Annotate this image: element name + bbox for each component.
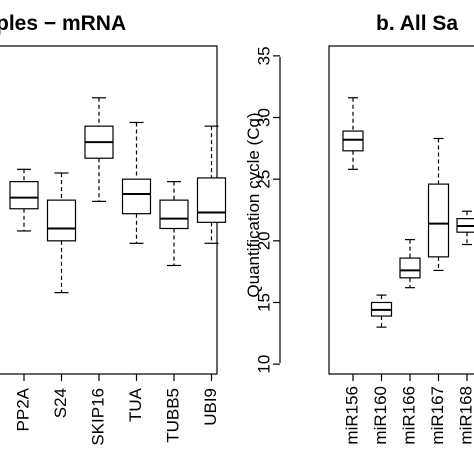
panel-b-y-tick-label: 20 [254, 231, 273, 250]
panel-b-x-tick-label: miR160 [371, 386, 390, 445]
interquartile-box [9, 181, 39, 210]
panel-b-x-tick-label: miR168 [456, 386, 474, 445]
panel-a-box-s24 [46, 172, 77, 294]
panel-a-x-tick-label: S24 [51, 388, 70, 418]
interquartile-box [196, 177, 227, 223]
panel-b-box-mir160 [370, 294, 393, 328]
panel-b-y-tick-label: 35 [254, 46, 273, 65]
interquartile-box [399, 257, 421, 279]
panel-a-box-tua [121, 121, 152, 244]
panel-b-x-tick-label: miR166 [399, 386, 418, 445]
panel-a-x-tick-label: UBI9 [201, 388, 220, 426]
panel-a-x-tick-label: PP2A [13, 387, 32, 431]
panel-a-x-tick-label: SKIP16 [88, 388, 107, 446]
panel-b-y-tick-label: 25 [254, 170, 273, 189]
interquartile-box [427, 183, 450, 258]
panel-a-box-ubi9 [196, 125, 227, 244]
panel-a-x-tick-label: TUBB5 [163, 388, 182, 443]
panel-a-plot: PP2A S24 SKIP16 TUA TUBB5 UBI9 [9, 97, 227, 446]
interquartile-box [121, 178, 152, 215]
panel-b-plot: miR156 miR160 miR166 miR167 miR168 [342, 97, 474, 445]
panel-b-y-axis-ticks: 10 15 20 25 30 35 [254, 46, 280, 374]
panel-a-box-pp2a [9, 168, 39, 232]
panel-a-title: ples − mRNA [0, 12, 126, 35]
panel-b-y-tick-label: 15 [254, 293, 273, 312]
panel-b-x-tick-label: miR167 [428, 386, 447, 445]
panel-b-box-mir167 [427, 137, 450, 272]
panel-b-box-mir166 [399, 238, 421, 289]
interquartile-box [46, 199, 77, 242]
panel-b-title: b. All Sa [376, 12, 458, 35]
panel-b-plot-frame [328, 45, 474, 375]
panel-b-y-tick-label: 30 [254, 108, 273, 127]
panel-b-y-axis-label: Quantification cycle (Cq) [244, 112, 263, 297]
panel-a-box-tubb5 [159, 181, 189, 267]
interquartile-box [159, 199, 189, 230]
panel-a-x-tick-label: TUA [126, 387, 145, 422]
panel-b-y-tick-label: 10 [254, 355, 273, 374]
interquartile-box [342, 130, 364, 152]
panel-b-box-mir168 [456, 210, 474, 246]
panel-b-x-tick-label: miR156 [342, 386, 361, 445]
panel-b-box-mir156 [342, 97, 364, 170]
panel-a-box-skip16 [84, 97, 114, 202]
